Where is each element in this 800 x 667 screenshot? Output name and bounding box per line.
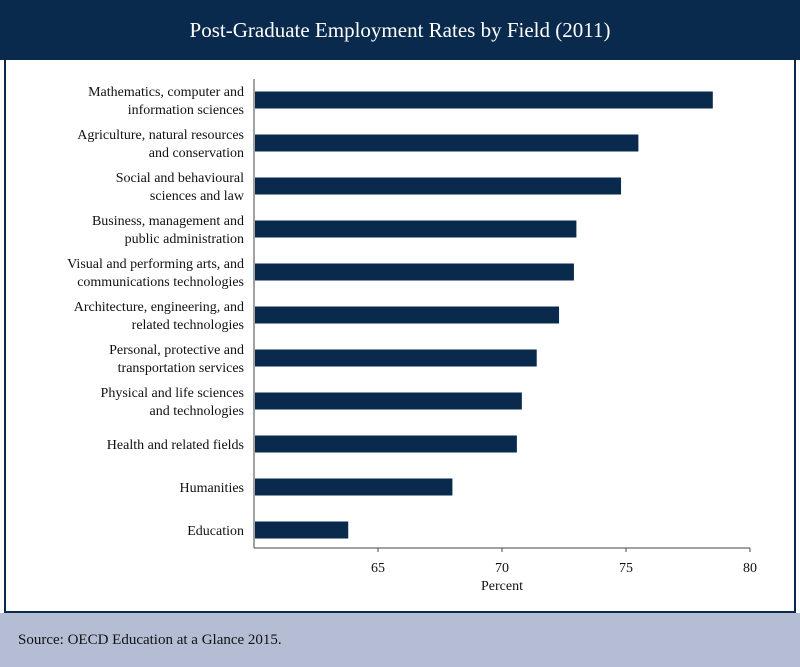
bar — [255, 478, 453, 496]
category-label: Mathematics, computer and information sci… — [88, 85, 244, 118]
category-label: Architecture, engineering, and related te… — [74, 300, 244, 333]
x-axis-title: Percent — [481, 579, 523, 594]
x-tick-label: 65 — [371, 561, 385, 576]
category-label: Social and behavioural sciences and law — [116, 171, 245, 204]
bar — [255, 435, 517, 453]
source-note: Source: OECD Education at a Glance 2015. — [0, 613, 800, 667]
bar — [255, 177, 622, 195]
x-tick-label: 80 — [743, 561, 757, 576]
bar — [255, 306, 560, 324]
category-label: Humanities — [179, 481, 244, 496]
category-label: Health and related fields — [107, 438, 244, 453]
x-tick-label: 75 — [619, 561, 633, 576]
bar — [255, 392, 522, 410]
bar — [255, 263, 574, 281]
chart-title: Post-Graduate Employment Rates by Field … — [0, 0, 800, 60]
bar — [255, 220, 577, 238]
category-label: Business, management and public administr… — [92, 214, 244, 247]
category-label: Visual and performing arts, and communica… — [67, 257, 244, 290]
bar — [255, 91, 713, 109]
bar — [255, 349, 537, 367]
category-label: Personal, protective and transportation s… — [109, 343, 244, 376]
plot-border — [4, 60, 796, 613]
category-label: Education — [187, 524, 244, 539]
bar — [255, 521, 349, 539]
category-label: Agriculture, natural resources and conser… — [77, 128, 244, 161]
x-tick-label: 70 — [495, 561, 509, 576]
bar — [255, 134, 639, 152]
category-label: Physical and life sciences and technologi… — [101, 386, 244, 419]
